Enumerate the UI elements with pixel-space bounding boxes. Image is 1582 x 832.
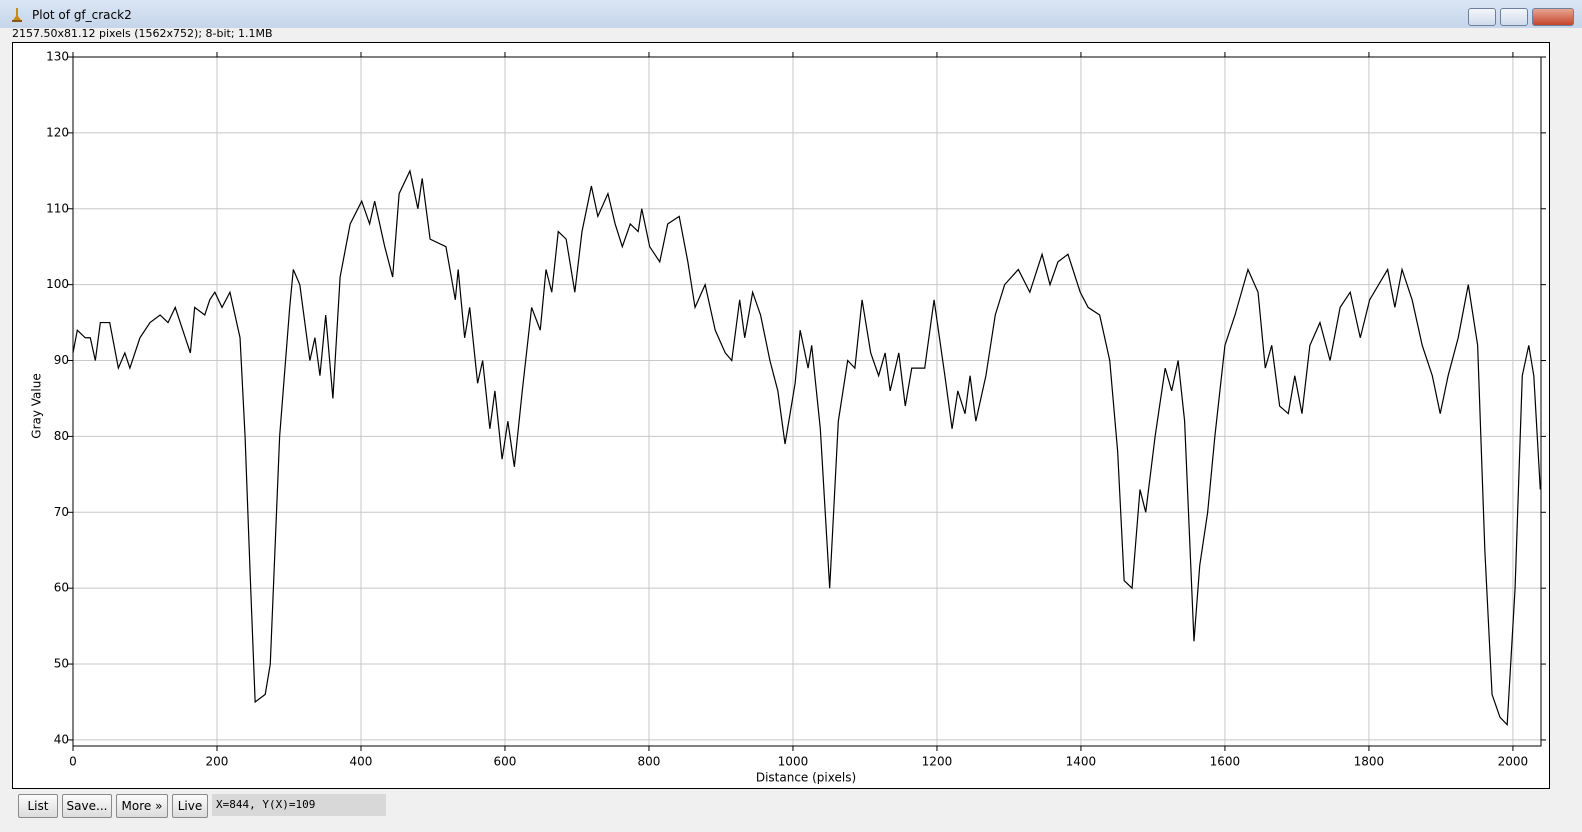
x-tick-label: 400 [350, 755, 373, 769]
y-tick-label: 70 [54, 505, 69, 519]
y-tick-label: 90 [54, 353, 69, 367]
x-tick-label: 1200 [922, 755, 953, 769]
x-tick-label: 1800 [1354, 755, 1385, 769]
y-tick-label: 60 [54, 581, 69, 595]
x-axis-label: Distance (pixels) [756, 771, 856, 785]
x-tick-label: 1400 [1066, 755, 1097, 769]
chart: Distance (pixels) Gray Value 40 50 60 70 80 9… [12, 42, 1550, 789]
y-tick-label: 40 [54, 732, 69, 746]
x-tick-label: 200 [206, 755, 229, 769]
y-tick-label: 120 [46, 125, 69, 139]
minimize-button[interactable] [1468, 8, 1496, 26]
y-tick-label: 100 [46, 277, 69, 291]
list-button[interactable]: List [18, 794, 58, 818]
x-tick-label: 800 [638, 755, 661, 769]
plot-frame [72, 56, 1542, 747]
x-tick-label: 0 [69, 755, 77, 769]
y-axis-label: Gray Value [30, 373, 44, 438]
y-tick-label: 130 [46, 50, 69, 64]
live-button[interactable]: Live [172, 794, 208, 818]
app-icon [12, 8, 22, 22]
x-tick-label: 600 [494, 755, 517, 769]
title-bar: Plot of gf_crack2 [0, 0, 1582, 28]
close-button[interactable] [1532, 8, 1574, 26]
image-info: 2157.50x81.12 pixels (1562x752); 8-bit; … [12, 27, 273, 40]
y-tick-label: 110 [46, 201, 69, 215]
maximize-button[interactable] [1500, 8, 1528, 26]
y-tick-label: 80 [54, 429, 69, 443]
save-button[interactable]: Save... [62, 794, 112, 818]
status-readout: X=844, Y(X)=109 [212, 794, 386, 816]
x-tick-label: 1600 [1210, 755, 1241, 769]
y-tick-label: 50 [54, 657, 69, 671]
data-line [72, 168, 1541, 727]
x-tick-label: 1000 [778, 755, 809, 769]
window-title: Plot of gf_crack2 [32, 8, 132, 22]
more-button[interactable]: More » [116, 794, 168, 818]
x-tick-label: 2000 [1498, 755, 1529, 769]
